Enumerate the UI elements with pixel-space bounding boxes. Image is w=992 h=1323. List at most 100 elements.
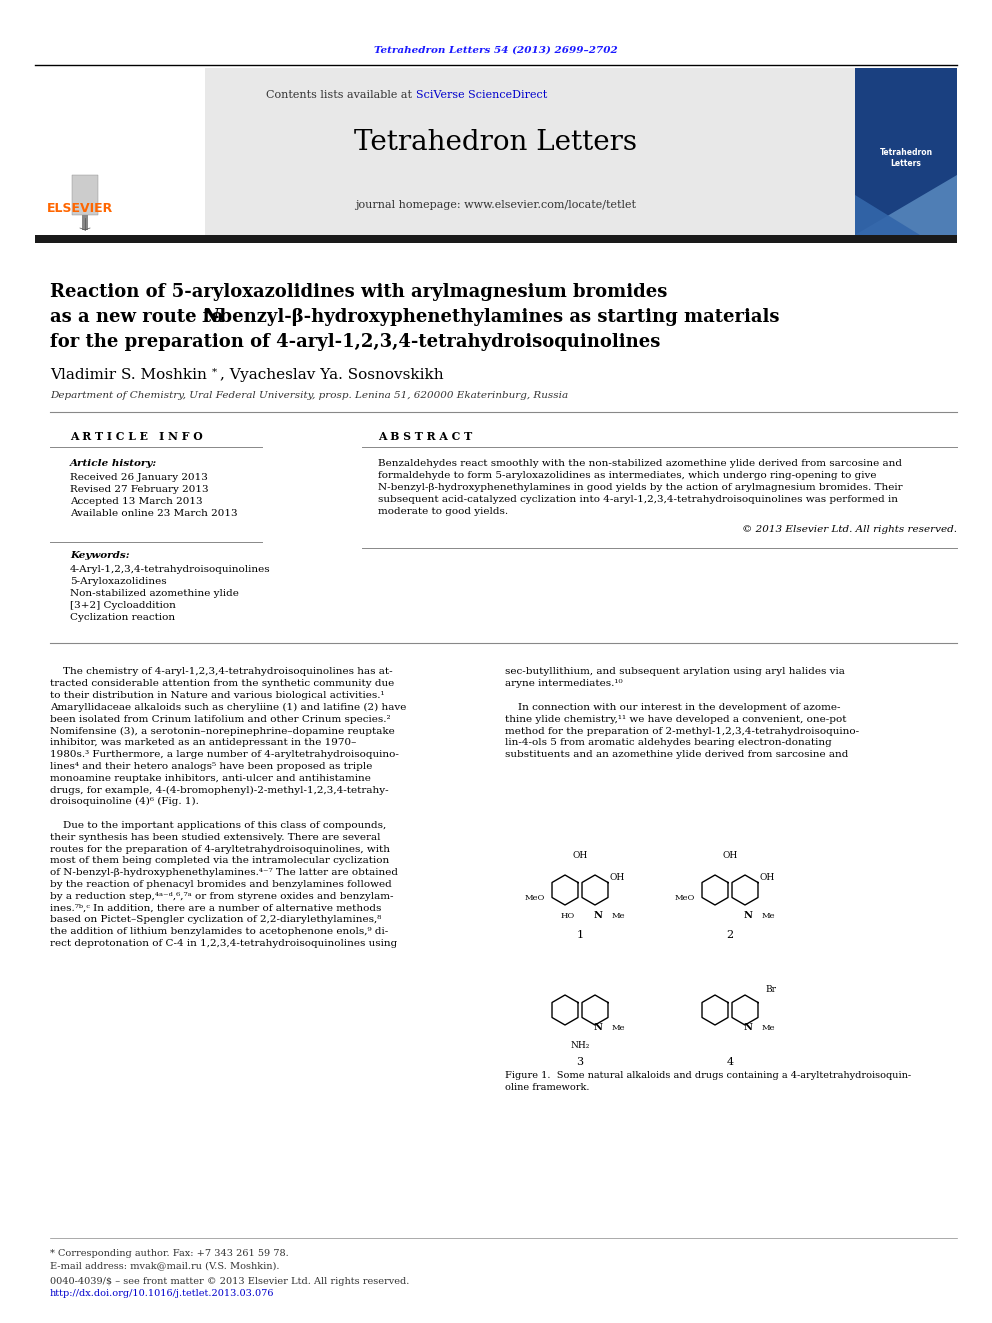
Text: MeO: MeO <box>525 894 545 902</box>
Bar <box>82 216 88 230</box>
Text: by the reaction of phenacyl bromides and benzylamines followed: by the reaction of phenacyl bromides and… <box>50 880 392 889</box>
Text: monoamine reuptake inhibitors, anti-ulcer and antihistamine: monoamine reuptake inhibitors, anti-ulce… <box>50 774 371 783</box>
Text: drugs, for example, 4-(4-bromophenyl)-2-methyl-1,2,3,4-tetrahy-: drugs, for example, 4-(4-bromophenyl)-2-… <box>50 786 389 795</box>
Text: 5-Aryloxazolidines: 5-Aryloxazolidines <box>70 578 167 586</box>
Text: NH₂: NH₂ <box>570 1041 589 1050</box>
Text: journal homepage: www.elsevier.com/locate/tetlet: journal homepage: www.elsevier.com/locat… <box>355 200 637 210</box>
Text: aryne intermediates.¹⁰: aryne intermediates.¹⁰ <box>505 679 623 688</box>
Text: their synthesis has been studied extensively. There are several: their synthesis has been studied extensi… <box>50 832 381 841</box>
Text: 3: 3 <box>576 1057 583 1068</box>
Text: Me: Me <box>612 1024 626 1032</box>
Text: moderate to good yields.: moderate to good yields. <box>378 508 508 516</box>
Text: Me: Me <box>612 912 626 919</box>
Text: lines⁴ and their hetero analogs⁵ have been proposed as triple: lines⁴ and their hetero analogs⁵ have be… <box>50 762 372 771</box>
Text: Accepted 13 March 2013: Accepted 13 March 2013 <box>70 497 202 507</box>
Text: Reaction of 5-aryloxazolidines with arylmagnesium bromides: Reaction of 5-aryloxazolidines with aryl… <box>50 283 668 302</box>
Text: N: N <box>593 912 602 919</box>
Text: 1: 1 <box>576 930 583 941</box>
Text: to their distribution in Nature and various biological activities.¹: to their distribution in Nature and vari… <box>50 691 385 700</box>
Text: Department of Chemistry, Ural Federal University, prosp. Lenina 51, 620000 Ekate: Department of Chemistry, Ural Federal Un… <box>50 390 568 400</box>
Polygon shape <box>855 194 920 235</box>
Text: Due to the important applications of this class of compounds,: Due to the important applications of thi… <box>50 820 386 830</box>
Text: The chemistry of 4-aryl-1,2,3,4-tetrahydroisoquinolines has at-: The chemistry of 4-aryl-1,2,3,4-tetrahyd… <box>50 668 393 676</box>
Text: *: * <box>212 368 217 377</box>
Text: been isolated from Crinum latifolium and other Crinum species.²: been isolated from Crinum latifolium and… <box>50 714 391 724</box>
Text: Keywords:: Keywords: <box>70 552 130 561</box>
Text: OH: OH <box>760 873 776 882</box>
Polygon shape <box>855 175 957 235</box>
Text: Tetrahedron Letters: Tetrahedron Letters <box>354 130 638 156</box>
Text: -benzyl-β-hydroxyphenethylamines as starting materials: -benzyl-β-hydroxyphenethylamines as star… <box>212 308 780 325</box>
Text: Cyclization reaction: Cyclization reaction <box>70 614 176 623</box>
Text: Tetrahedron Letters 54 (2013) 2699–2702: Tetrahedron Letters 54 (2013) 2699–2702 <box>374 45 618 54</box>
Text: E-mail address: mvak@mail.ru (V.S. Moshkin).: E-mail address: mvak@mail.ru (V.S. Moshk… <box>50 1262 280 1270</box>
Bar <box>35 67 205 235</box>
Text: [3+2] Cycloaddition: [3+2] Cycloaddition <box>70 602 176 610</box>
Text: MeO: MeO <box>675 894 695 902</box>
Text: of N-benzyl-β-hydroxyphenethylamines.⁴⁻⁷ The latter are obtained: of N-benzyl-β-hydroxyphenethylamines.⁴⁻⁷… <box>50 868 398 877</box>
Text: tracted considerable attention from the synthetic community due: tracted considerable attention from the … <box>50 679 394 688</box>
Text: thine ylide chemistry,¹¹ we have developed a convenient, one-pot: thine ylide chemistry,¹¹ we have develop… <box>505 714 846 724</box>
Text: oline framework.: oline framework. <box>505 1082 589 1091</box>
Text: droisoquinoline (4)⁶ (Fig. 1).: droisoquinoline (4)⁶ (Fig. 1). <box>50 798 198 806</box>
Bar <box>35 67 957 235</box>
Text: Me: Me <box>762 912 776 919</box>
Text: 1980s.³ Furthermore, a large number of 4-aryltetrahydroisoquino-: 1980s.³ Furthermore, a large number of 4… <box>50 750 399 759</box>
Text: as a new route to: as a new route to <box>50 308 229 325</box>
Text: Nomifensine (3), a serotonin–norepinephrine–dopamine reuptake: Nomifensine (3), a serotonin–norepinephr… <box>50 726 395 736</box>
Text: Non-stabilized azomethine ylide: Non-stabilized azomethine ylide <box>70 590 239 598</box>
Text: Article history:: Article history: <box>70 459 158 468</box>
Text: for the preparation of 4-aryl-1,2,3,4-tetrahydroisoquinolines: for the preparation of 4-aryl-1,2,3,4-te… <box>50 333 661 351</box>
Text: N: N <box>593 1023 602 1032</box>
Text: Available online 23 March 2013: Available online 23 March 2013 <box>70 509 238 519</box>
Text: inhibitor, was marketed as an antidepressant in the 1970–: inhibitor, was marketed as an antidepres… <box>50 738 356 747</box>
Text: OH: OH <box>722 851 738 860</box>
Text: Tetrahedron
Letters: Tetrahedron Letters <box>880 148 932 168</box>
Text: Revised 27 February 2013: Revised 27 February 2013 <box>70 486 208 495</box>
Text: Br: Br <box>765 986 776 994</box>
Text: Benzaldehydes react smoothly with the non-stabilized azomethine ylide derived fr: Benzaldehydes react smoothly with the no… <box>378 459 902 468</box>
Text: N: N <box>744 1023 753 1032</box>
Text: formaldehyde to form 5-aryloxazolidines as intermediates, which undergo ring-ope: formaldehyde to form 5-aryloxazolidines … <box>378 471 877 480</box>
Text: A R T I C L E   I N F O: A R T I C L E I N F O <box>70 430 202 442</box>
Text: N: N <box>202 308 218 325</box>
Text: Amaryllidaceae alkaloids such as cheryliine (1) and latifine (2) have: Amaryllidaceae alkaloids such as cheryli… <box>50 703 407 712</box>
Text: OH: OH <box>610 873 625 882</box>
Text: http://dx.doi.org/10.1016/j.tetlet.2013.03.076: http://dx.doi.org/10.1016/j.tetlet.2013.… <box>50 1290 275 1298</box>
Text: subsequent acid-catalyzed cyclization into 4-aryl-1,2,3,4-tetrahydroisoquinoline: subsequent acid-catalyzed cyclization in… <box>378 496 898 504</box>
Text: Figure 1.  Some natural alkaloids and drugs containing a 4-aryltetrahydroisoquin: Figure 1. Some natural alkaloids and dru… <box>505 1070 911 1080</box>
Text: method for the preparation of 2-methyl-1,2,3,4-tetrahydroisoquino-: method for the preparation of 2-methyl-1… <box>505 726 859 736</box>
Text: 4: 4 <box>726 1057 733 1068</box>
Text: based on Pictet–Spengler cyclization of 2,2-diarylethylamines,⁸: based on Pictet–Spengler cyclization of … <box>50 916 381 925</box>
Text: , Vyacheslav Ya. Sosnovskikh: , Vyacheslav Ya. Sosnovskikh <box>220 368 443 382</box>
Text: In connection with our interest in the development of azome-: In connection with our interest in the d… <box>505 703 840 712</box>
Text: sec-butyllithium, and subsequent arylation using aryl halides via: sec-butyllithium, and subsequent arylati… <box>505 668 845 676</box>
Text: Contents lists available at: Contents lists available at <box>266 90 415 101</box>
Text: HO: HO <box>560 912 575 919</box>
Text: ines.⁷ᵇ,ᶜ In addition, there are a number of alternative methods: ines.⁷ᵇ,ᶜ In addition, there are a numbe… <box>50 904 381 913</box>
Text: most of them being completed via the intramolecular cyclization: most of them being completed via the int… <box>50 856 389 865</box>
Text: © 2013 Elsevier Ltd. All rights reserved.: © 2013 Elsevier Ltd. All rights reserved… <box>742 525 957 534</box>
Text: routes for the preparation of 4-aryltetrahydroisoquinolines, with: routes for the preparation of 4-aryltetr… <box>50 844 390 853</box>
Bar <box>72 175 98 216</box>
Text: ELSEVIER: ELSEVIER <box>47 201 113 214</box>
Text: Me: Me <box>762 1024 776 1032</box>
Text: lin-4-ols 5 from aromatic aldehydes bearing electron-donating: lin-4-ols 5 from aromatic aldehydes bear… <box>505 738 831 747</box>
Text: * Corresponding author. Fax: +7 343 261 59 78.: * Corresponding author. Fax: +7 343 261 … <box>50 1249 289 1257</box>
Bar <box>35 235 957 243</box>
Text: N-benzyl-β-hydroxyphenethylamines in good yields by the action of arylmagnesium : N-benzyl-β-hydroxyphenethylamines in goo… <box>378 483 903 492</box>
Text: A B S T R A C T: A B S T R A C T <box>378 430 472 442</box>
Text: Vladimir S. Moshkin: Vladimir S. Moshkin <box>50 368 207 382</box>
Text: substituents and an azomethine ylide derived from sarcosine and: substituents and an azomethine ylide der… <box>505 750 848 759</box>
Text: N: N <box>744 912 753 919</box>
Text: by a reduction step,⁴ᵃ⁻ᵈ,⁶,⁷ᵃ or from styrene oxides and benzylam-: by a reduction step,⁴ᵃ⁻ᵈ,⁶,⁷ᵃ or from st… <box>50 892 394 901</box>
Text: 4-Aryl-1,2,3,4-tetrahydroisoquinolines: 4-Aryl-1,2,3,4-tetrahydroisoquinolines <box>70 565 271 574</box>
Text: SciVerse ScienceDirect: SciVerse ScienceDirect <box>416 90 548 101</box>
Text: Received 26 January 2013: Received 26 January 2013 <box>70 474 208 483</box>
Text: OH: OH <box>572 851 587 860</box>
Text: rect deprotonation of C-4 in 1,2,3,4-tetrahydroisoquinolines using: rect deprotonation of C-4 in 1,2,3,4-tet… <box>50 939 397 947</box>
Bar <box>855 67 957 235</box>
Text: 2: 2 <box>726 930 733 941</box>
Text: the addition of lithium benzylamides to acetophenone enols,⁹ di-: the addition of lithium benzylamides to … <box>50 927 388 937</box>
Text: 0040-4039/$ – see front matter © 2013 Elsevier Ltd. All rights reserved.: 0040-4039/$ – see front matter © 2013 El… <box>50 1277 410 1286</box>
